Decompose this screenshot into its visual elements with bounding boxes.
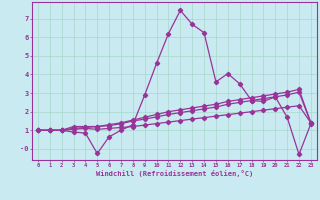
X-axis label: Windchill (Refroidissement éolien,°C): Windchill (Refroidissement éolien,°C)	[96, 170, 253, 177]
